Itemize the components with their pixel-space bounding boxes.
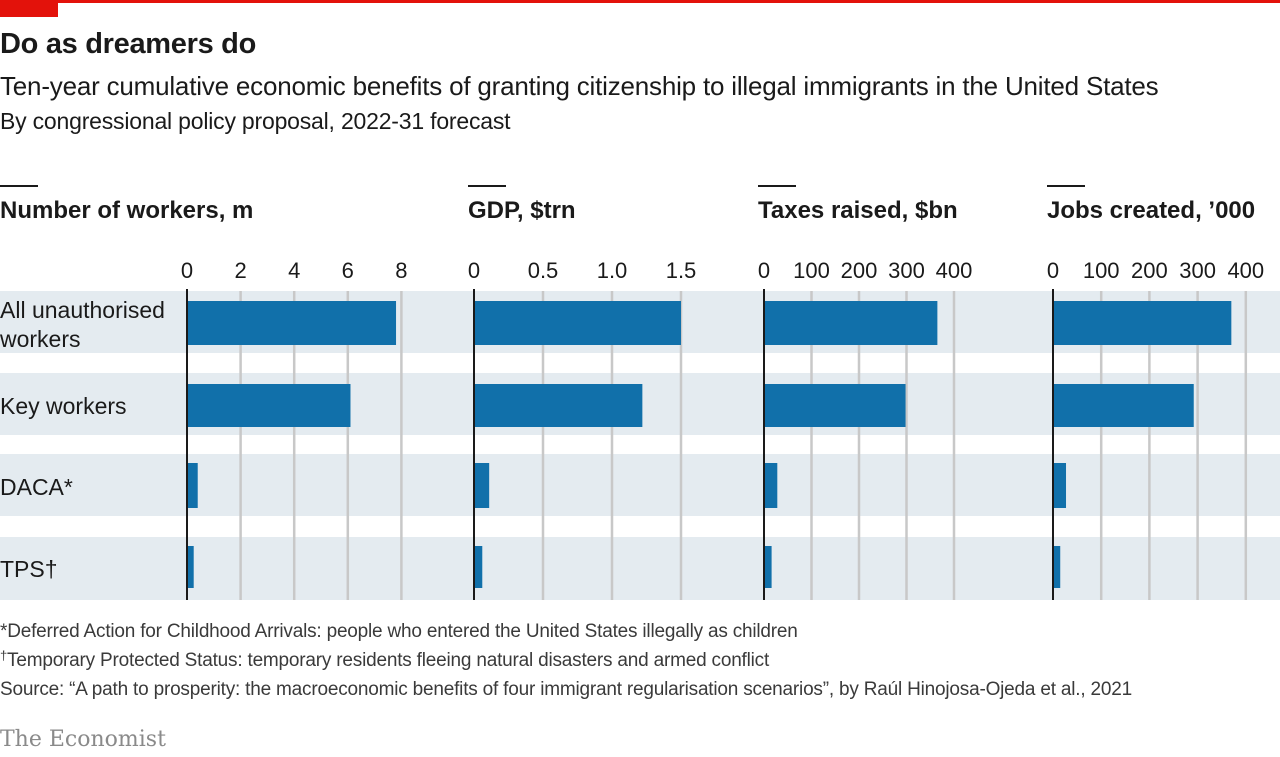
chart-title: Do as dreamers do bbox=[0, 28, 256, 60]
bar bbox=[187, 546, 194, 588]
footnote-tps-text: Temporary Protected Status: temporary re… bbox=[7, 650, 770, 671]
bar bbox=[764, 384, 906, 427]
chart-subtitle-secondary: By congressional policy proposal, 2022-3… bbox=[0, 108, 511, 134]
bar bbox=[1053, 384, 1194, 427]
economist-logo: The Economist bbox=[0, 727, 166, 752]
bar bbox=[474, 301, 681, 345]
tick-label: 0 bbox=[1047, 258, 1059, 283]
footnote-tps-mark: † bbox=[0, 648, 8, 663]
tick-label: 100 bbox=[1083, 258, 1120, 283]
footnote-tps: †Temporary Protected Status: temporary r… bbox=[0, 648, 769, 672]
bar bbox=[1053, 301, 1232, 345]
panel-header-rule bbox=[0, 185, 38, 187]
tick-label: 100 bbox=[793, 258, 830, 283]
tick-label: 1.0 bbox=[597, 258, 628, 283]
footnote-daca: *Deferred Action for Childhood Arrivals:… bbox=[0, 621, 798, 642]
panel-title: Taxes raised, $bn bbox=[758, 197, 958, 224]
tick-label: 1.5 bbox=[666, 258, 697, 283]
bar bbox=[1053, 546, 1061, 588]
tick-label: 0 bbox=[468, 258, 480, 283]
tick-label: 8 bbox=[395, 258, 407, 283]
bar bbox=[187, 301, 397, 345]
bar bbox=[764, 301, 938, 345]
bar bbox=[187, 463, 198, 508]
tick-label: 6 bbox=[342, 258, 354, 283]
panel-title: Jobs created, ’000 bbox=[1047, 197, 1255, 224]
top-accent-rule bbox=[0, 0, 1280, 3]
panel-title: GDP, $trn bbox=[468, 197, 576, 224]
category-label: Key workers bbox=[0, 393, 127, 419]
tick-label: 0 bbox=[181, 258, 193, 283]
tick-label: 300 bbox=[1179, 258, 1216, 283]
row-band-2 bbox=[0, 454, 1280, 516]
tick-label: 0.5 bbox=[528, 258, 559, 283]
tick-label: 400 bbox=[936, 258, 973, 283]
top-accent-tag bbox=[0, 0, 58, 17]
panel-header-rule bbox=[1047, 185, 1085, 187]
tick-label: 200 bbox=[841, 258, 878, 283]
category-label: All unauthorised workers bbox=[0, 297, 165, 352]
category-label: TPS† bbox=[0, 556, 58, 582]
bar bbox=[474, 463, 490, 508]
tick-label: 300 bbox=[888, 258, 925, 283]
tick-label: 200 bbox=[1131, 258, 1168, 283]
bar bbox=[764, 463, 778, 508]
tick-label: 2 bbox=[234, 258, 246, 283]
panel-title: Number of workers, m bbox=[0, 197, 253, 224]
bar bbox=[474, 546, 483, 588]
source-note: Source: “A path to prosperity: the macro… bbox=[0, 679, 1132, 700]
tick-label: 4 bbox=[288, 258, 300, 283]
bar bbox=[474, 384, 643, 427]
bar bbox=[1053, 463, 1067, 508]
bar bbox=[764, 546, 772, 588]
tick-label: 0 bbox=[758, 258, 770, 283]
category-label: DACA* bbox=[0, 474, 73, 500]
panel-header-rule bbox=[758, 185, 796, 187]
panel-header-rule bbox=[468, 185, 506, 187]
chart-subtitle: Ten-year cumulative economic benefits of… bbox=[0, 71, 1159, 101]
tick-label: 400 bbox=[1227, 258, 1264, 283]
bar bbox=[187, 384, 351, 427]
row-band-3 bbox=[0, 537, 1280, 600]
